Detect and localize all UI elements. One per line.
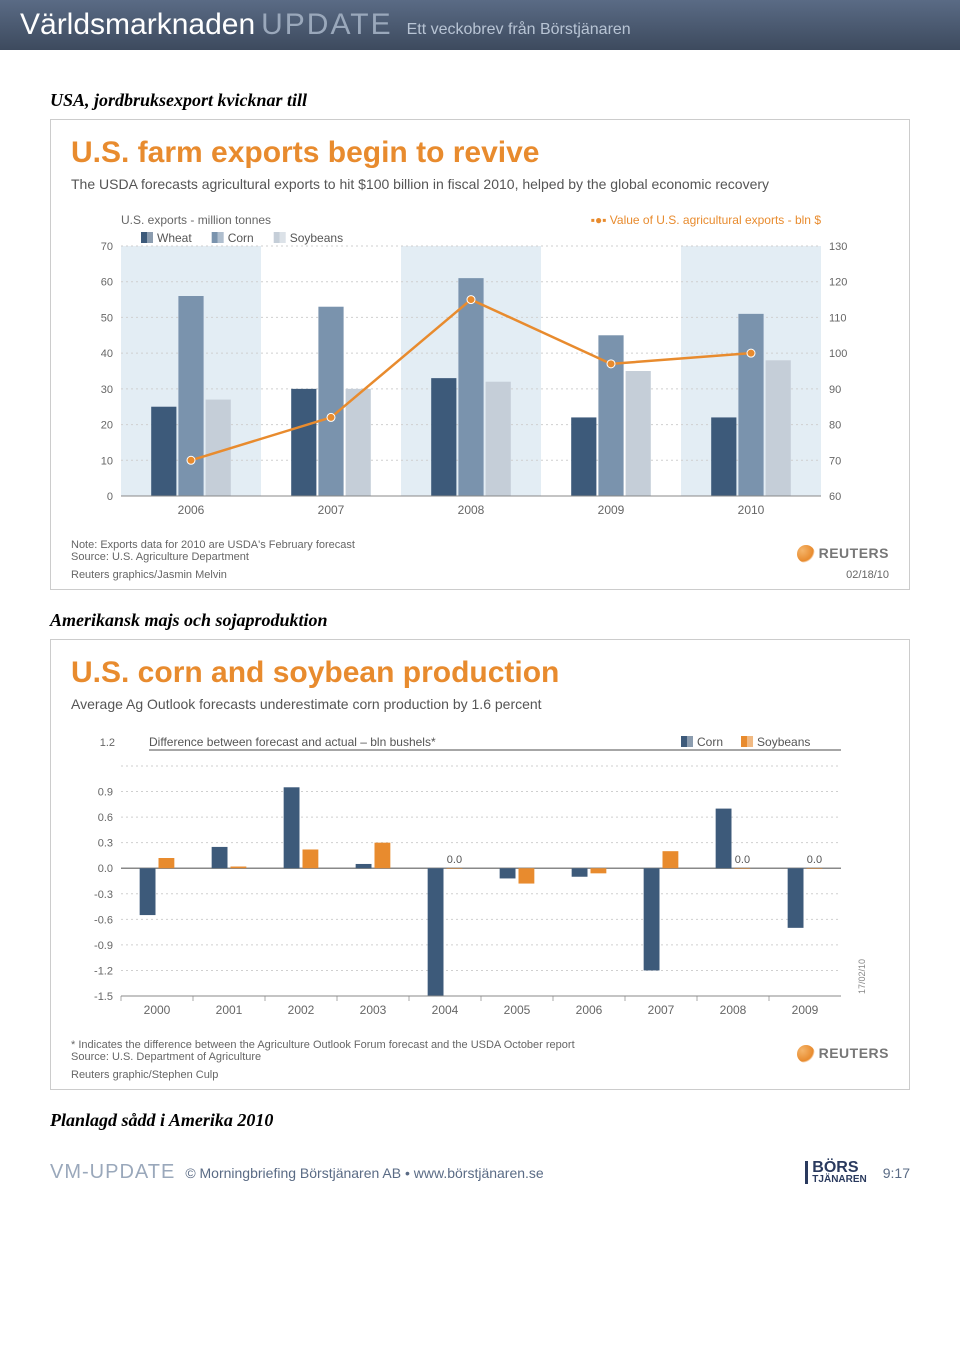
svg-text:0.0: 0.0 [735, 854, 750, 866]
svg-text:17/02/10: 17/02/10 [857, 959, 867, 994]
chart-2-title: U.S. corn and soybean production [71, 656, 889, 690]
svg-text:Corn: Corn [228, 231, 254, 245]
svg-text:110: 110 [829, 312, 847, 324]
bors-logo: BÖRS TJÄNAREN [805, 1161, 866, 1184]
svg-text:0.0: 0.0 [98, 863, 113, 875]
chart-2-foot1: * Indicates the difference between the A… [71, 1039, 575, 1051]
svg-text:Corn: Corn [697, 735, 723, 749]
reuters-icon [797, 1045, 815, 1063]
chart-1-box: U.S. farm exports begin to revive The US… [50, 119, 910, 590]
chart-2-svg: Difference between forecast and actual –… [71, 726, 871, 1026]
svg-text:2001: 2001 [216, 1003, 243, 1017]
svg-text:60: 60 [101, 277, 113, 289]
reuters-brand-2: REUTERS [797, 1045, 889, 1063]
svg-text:30: 30 [101, 384, 113, 396]
svg-text:0.9: 0.9 [98, 787, 113, 799]
page-footer: VM-UPDATE © Morningbriefing Börstjänaren… [0, 1149, 960, 1196]
reuters-icon [797, 545, 815, 563]
svg-text:60: 60 [829, 491, 841, 503]
footer-vm: VM-UPDATE [50, 1161, 175, 1184]
svg-text:2003: 2003 [360, 1003, 387, 1017]
svg-text:2006: 2006 [576, 1003, 603, 1017]
svg-text:120: 120 [829, 277, 847, 289]
svg-text:50: 50 [101, 312, 113, 324]
svg-text:2008: 2008 [720, 1003, 747, 1017]
chart-2-box: U.S. corn and soybean production Average… [50, 639, 910, 1090]
svg-text:Soybeans: Soybeans [757, 735, 810, 749]
svg-text:2007: 2007 [648, 1003, 675, 1017]
chart-1-note1: Note: Exports data for 2010 are USDA's F… [71, 539, 355, 551]
svg-text:0: 0 [107, 491, 113, 503]
svg-text:70: 70 [101, 241, 113, 253]
page-header: Världsmarknaden UPDATE Ett veckobrev frå… [0, 0, 960, 50]
caption-3: Planlagd sådd i Amerika 2010 [50, 1110, 910, 1131]
chart-2-subtitle: Average Ag Outlook forecasts underestima… [71, 696, 889, 712]
footer-text: © Morningbriefing Börstjänaren AB • www.… [185, 1165, 543, 1181]
svg-text:-0.9: -0.9 [94, 940, 113, 952]
svg-text:70: 70 [829, 455, 841, 467]
header-title: Världsmarknaden [20, 8, 255, 42]
svg-text:0.3: 0.3 [98, 838, 113, 850]
svg-text:2008: 2008 [458, 503, 485, 517]
caption-2: Amerikansk majs och sojaproduktion [50, 610, 910, 631]
svg-text:0.6: 0.6 [98, 812, 113, 824]
chart-1-subtitle: The USDA forecasts agricultural exports … [71, 176, 889, 192]
svg-text:100: 100 [829, 348, 847, 360]
svg-text:80: 80 [829, 420, 841, 432]
svg-text:Soybeans: Soybeans [290, 231, 343, 245]
header-update: UPDATE [261, 8, 392, 42]
svg-text:2009: 2009 [792, 1003, 819, 1017]
svg-text:20: 20 [101, 420, 113, 432]
chart-1-credit: Reuters graphics/Jasmin Melvin [71, 569, 227, 581]
svg-text:2004: 2004 [432, 1003, 459, 1017]
chart-1-title: U.S. farm exports begin to revive [71, 136, 889, 170]
reuters-brand-1: REUTERS [797, 545, 889, 563]
chart-2-foot2: Source: U.S. Department of Agriculture [71, 1051, 575, 1063]
svg-text:Difference between forecast an: Difference between forecast and actual –… [149, 735, 436, 749]
svg-text:40: 40 [101, 348, 113, 360]
svg-text:▪●▪ Value of U.S. agricultural: ▪●▪ Value of U.S. agricultural exports -… [591, 213, 822, 227]
svg-text:U.S. exports - million tonnes: U.S. exports - million tonnes [121, 213, 271, 227]
svg-text:2002: 2002 [288, 1003, 315, 1017]
svg-text:90: 90 [829, 384, 841, 396]
content-area: USA, jordbruksexport kvicknar till U.S. … [0, 50, 960, 1149]
svg-text:2007: 2007 [318, 503, 345, 517]
chart-1-date: 02/18/10 [846, 569, 889, 581]
svg-text:10: 10 [101, 455, 113, 467]
page-number: 9:17 [883, 1165, 910, 1181]
svg-text:1.2: 1.2 [100, 737, 115, 749]
svg-text:2010: 2010 [738, 503, 765, 517]
svg-text:0.0: 0.0 [807, 854, 822, 866]
caption-1: USA, jordbruksexport kvicknar till [50, 90, 910, 111]
svg-text:0.0: 0.0 [447, 854, 462, 866]
svg-text:-0.3: -0.3 [94, 889, 113, 901]
svg-text:-1.2: -1.2 [94, 965, 113, 977]
svg-text:2000: 2000 [144, 1003, 171, 1017]
svg-text:Wheat: Wheat [157, 231, 192, 245]
chart-1-note2: Source: U.S. Agriculture Department [71, 551, 355, 563]
svg-text:-0.6: -0.6 [94, 914, 113, 926]
svg-text:2009: 2009 [598, 503, 625, 517]
chart-2-credit: Reuters graphic/Stephen Culp [71, 1069, 889, 1081]
svg-text:130: 130 [829, 241, 847, 253]
svg-text:-1.5: -1.5 [94, 991, 113, 1003]
svg-text:2005: 2005 [504, 1003, 531, 1017]
svg-text:2006: 2006 [178, 503, 205, 517]
header-subtitle: Ett veckobrev från Börstjänaren [407, 21, 631, 39]
chart-1-svg: 0 10 20 30 40 50 60 70 60 70 80 90 100 110 120 130 U.S. … [71, 206, 871, 526]
